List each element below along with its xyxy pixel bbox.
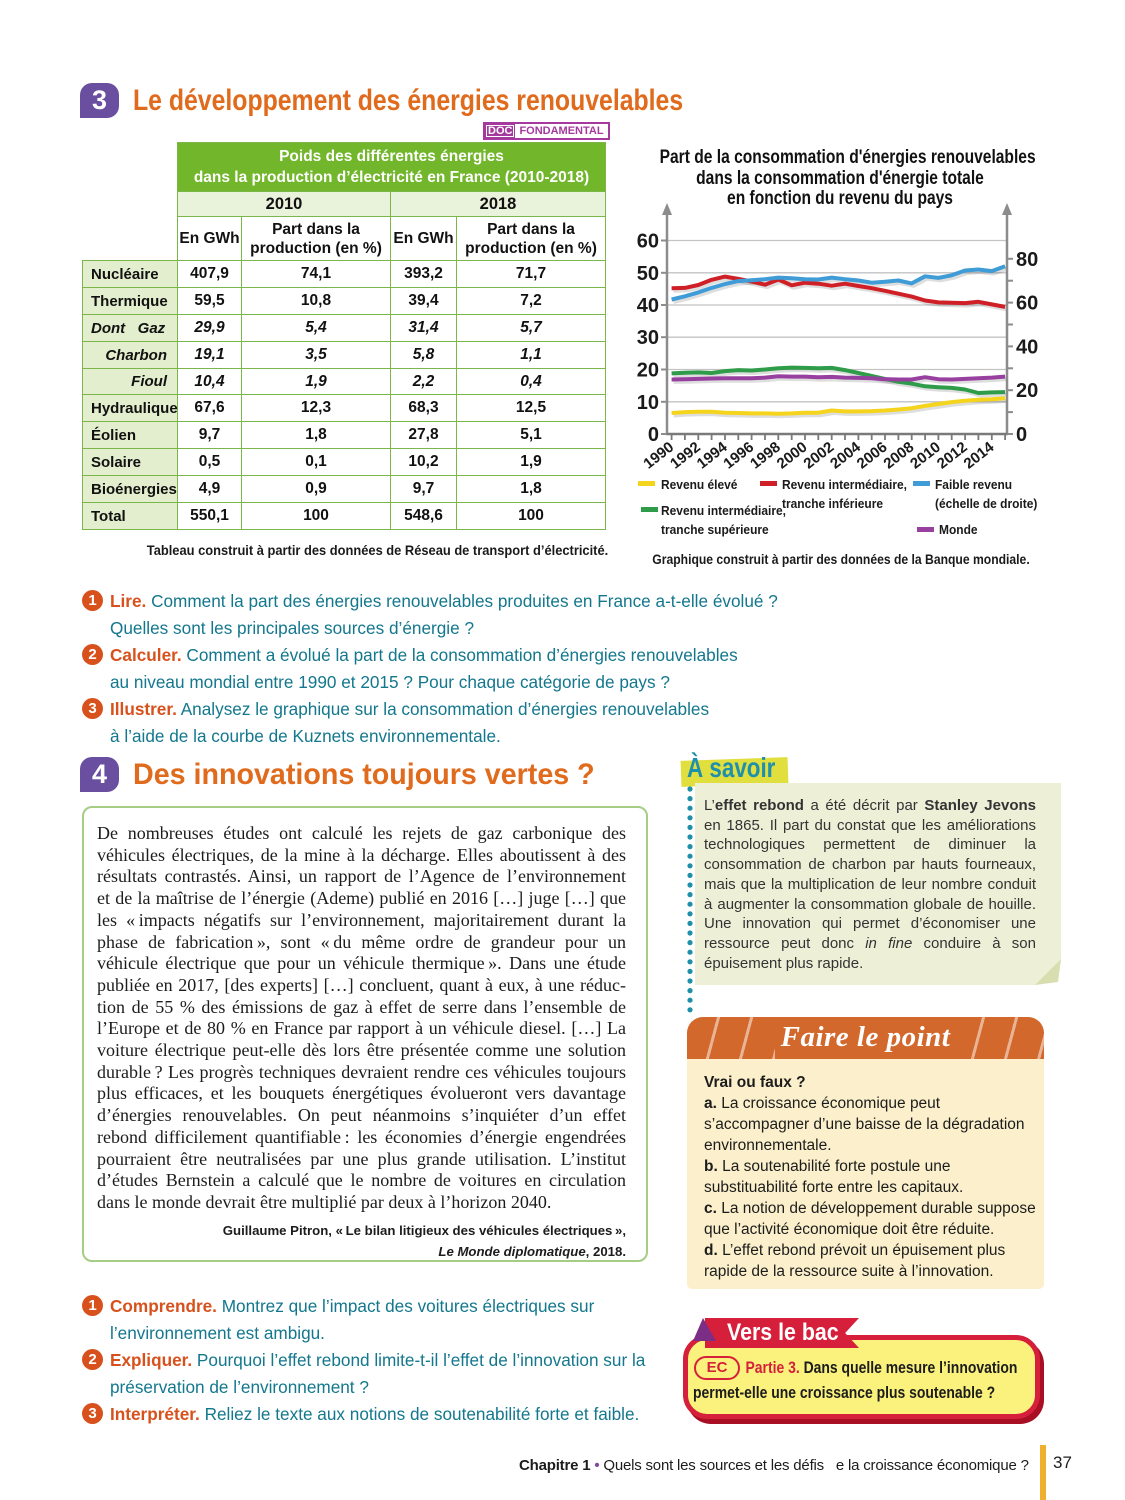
- svg-text:0: 0: [648, 424, 659, 446]
- svg-text:40: 40: [637, 295, 659, 317]
- svg-text:20: 20: [1016, 380, 1038, 402]
- svg-text:80: 80: [1016, 249, 1038, 271]
- svg-text:2014: 2014: [961, 438, 998, 472]
- svg-text:20: 20: [637, 360, 659, 382]
- svg-text:50: 50: [637, 263, 659, 285]
- svg-text:30: 30: [637, 327, 659, 349]
- svg-text:0: 0: [1016, 424, 1027, 446]
- svg-text:60: 60: [637, 231, 659, 253]
- svg-text:40: 40: [1016, 336, 1038, 358]
- svg-text:60: 60: [1016, 293, 1038, 315]
- svg-text:10: 10: [637, 392, 659, 414]
